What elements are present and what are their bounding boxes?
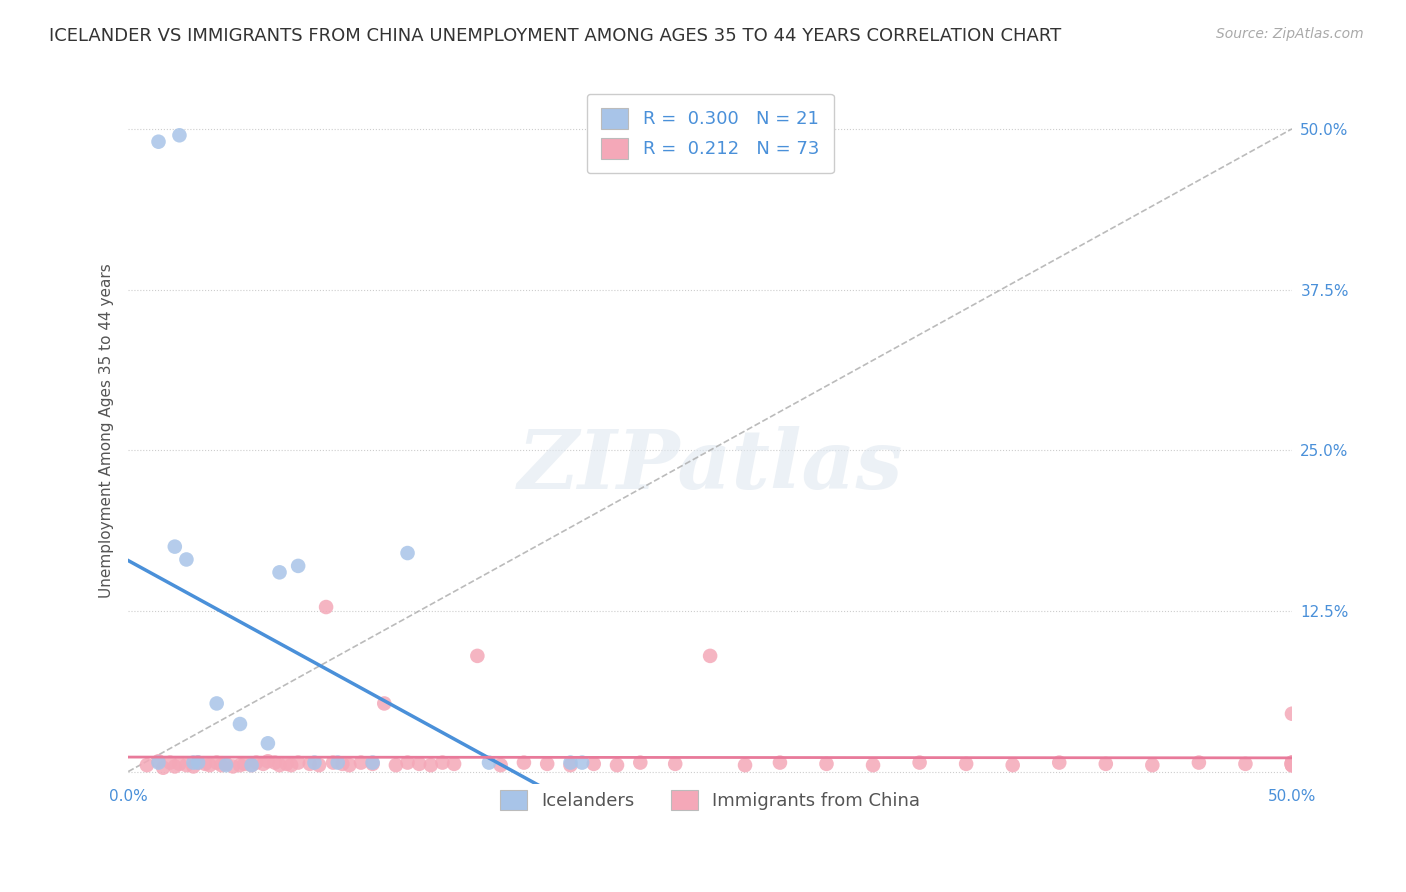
Point [489, 758, 512, 772]
Point [432, 756, 454, 770]
Point [1281, 756, 1303, 770]
Y-axis label: Unemployment Among Ages 35 to 44 years: Unemployment Among Ages 35 to 44 years [100, 263, 114, 599]
Point [396, 756, 419, 770]
Point [198, 758, 221, 772]
Text: Source: ZipAtlas.com: Source: ZipAtlas.com [1216, 27, 1364, 41]
Point [209, 758, 232, 772]
Point [264, 756, 287, 770]
Point [229, 758, 252, 772]
Point [1281, 756, 1303, 770]
Point [350, 756, 373, 770]
Point [664, 756, 686, 771]
Point [298, 756, 321, 771]
Point [734, 758, 756, 772]
Point [419, 758, 441, 772]
Point [252, 756, 274, 771]
Point [408, 756, 430, 771]
Point [269, 566, 291, 580]
Point [1234, 756, 1257, 771]
Point [287, 558, 309, 573]
Point [240, 758, 263, 772]
Point [276, 756, 298, 771]
Point [361, 756, 384, 771]
Point [233, 756, 256, 771]
Point [194, 756, 217, 771]
Point [1281, 758, 1303, 772]
Point [337, 758, 360, 772]
Point [1281, 756, 1303, 771]
Point [1281, 758, 1303, 772]
Point [215, 758, 238, 772]
Point [628, 756, 651, 770]
Legend: Icelanders, Immigrants from China: Icelanders, Immigrants from China [485, 775, 935, 825]
Point [955, 756, 977, 771]
Point [478, 756, 501, 770]
Point [269, 758, 291, 772]
Point [1047, 756, 1070, 770]
Point [148, 754, 170, 768]
Point [361, 756, 384, 770]
Point [163, 759, 186, 773]
Point [571, 756, 593, 770]
Point [1281, 756, 1303, 771]
Point [536, 756, 558, 771]
Point [159, 756, 181, 770]
Text: ICELANDER VS IMMIGRANTS FROM CHINA UNEMPLOYMENT AMONG AGES 35 TO 44 YEARS CORREL: ICELANDER VS IMMIGRANTS FROM CHINA UNEMP… [49, 27, 1062, 45]
Point [1281, 706, 1303, 721]
Point [163, 540, 186, 554]
Point [332, 756, 354, 771]
Point [326, 756, 349, 770]
Point [385, 758, 408, 772]
Point [560, 756, 582, 770]
Point [187, 756, 209, 770]
Point [169, 128, 191, 143]
Point [152, 761, 174, 775]
Point [229, 717, 252, 731]
Point [240, 758, 263, 772]
Point [135, 758, 157, 772]
Point [862, 758, 884, 772]
Point [1188, 756, 1211, 770]
Point [183, 756, 205, 770]
Point [815, 756, 838, 771]
Point [187, 756, 209, 770]
Point [280, 758, 302, 772]
Point [443, 756, 465, 771]
Point [373, 697, 395, 711]
Point [322, 756, 344, 770]
Point [1281, 756, 1303, 770]
Point [304, 756, 326, 770]
Point [183, 759, 205, 773]
Point [148, 756, 170, 770]
Point [513, 756, 536, 770]
Point [467, 648, 489, 663]
Point [699, 648, 721, 663]
Point [176, 758, 198, 772]
Point [315, 600, 337, 615]
Point [769, 756, 792, 770]
Point [1142, 758, 1164, 772]
Point [169, 756, 191, 771]
Point [245, 756, 267, 770]
Point [257, 754, 280, 768]
Point [287, 756, 309, 770]
Point [1001, 758, 1024, 772]
Text: ZIPatlas: ZIPatlas [517, 426, 903, 507]
Point [257, 736, 280, 750]
Point [205, 697, 228, 711]
Point [582, 756, 605, 771]
Point [222, 759, 245, 773]
Point [1281, 758, 1303, 772]
Point [148, 135, 170, 149]
Point [908, 756, 931, 770]
Point [215, 756, 238, 771]
Point [205, 756, 228, 770]
Point [560, 758, 582, 772]
Point [176, 552, 198, 566]
Point [396, 546, 419, 560]
Point [606, 758, 628, 772]
Point [1281, 756, 1303, 771]
Point [1094, 756, 1116, 771]
Point [308, 758, 330, 772]
